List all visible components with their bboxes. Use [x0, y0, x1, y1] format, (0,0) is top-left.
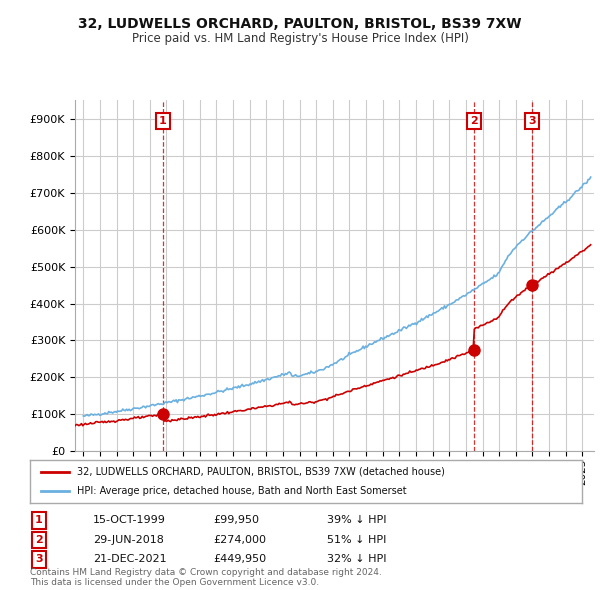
Text: 15-OCT-1999: 15-OCT-1999: [93, 516, 166, 525]
Text: 3: 3: [528, 116, 536, 126]
Text: 21-DEC-2021: 21-DEC-2021: [93, 555, 167, 564]
Text: 1: 1: [35, 516, 43, 525]
Text: 2: 2: [470, 116, 478, 126]
Text: 1: 1: [159, 116, 167, 126]
Text: £274,000: £274,000: [213, 535, 266, 545]
Text: Contains HM Land Registry data © Crown copyright and database right 2024.: Contains HM Land Registry data © Crown c…: [30, 568, 382, 577]
Text: £99,950: £99,950: [213, 516, 259, 525]
Text: Price paid vs. HM Land Registry's House Price Index (HPI): Price paid vs. HM Land Registry's House …: [131, 32, 469, 45]
Text: £449,950: £449,950: [213, 555, 266, 564]
Text: 32% ↓ HPI: 32% ↓ HPI: [327, 555, 386, 564]
Text: This data is licensed under the Open Government Licence v3.0.: This data is licensed under the Open Gov…: [30, 578, 319, 587]
Text: 32, LUDWELLS ORCHARD, PAULTON, BRISTOL, BS39 7XW: 32, LUDWELLS ORCHARD, PAULTON, BRISTOL, …: [78, 17, 522, 31]
Text: HPI: Average price, detached house, Bath and North East Somerset: HPI: Average price, detached house, Bath…: [77, 486, 407, 496]
Text: 3: 3: [35, 555, 43, 564]
Text: 29-JUN-2018: 29-JUN-2018: [93, 535, 164, 545]
Text: 39% ↓ HPI: 39% ↓ HPI: [327, 516, 386, 525]
Text: 51% ↓ HPI: 51% ↓ HPI: [327, 535, 386, 545]
Text: 32, LUDWELLS ORCHARD, PAULTON, BRISTOL, BS39 7XW (detached house): 32, LUDWELLS ORCHARD, PAULTON, BRISTOL, …: [77, 467, 445, 477]
Text: 2: 2: [35, 535, 43, 545]
